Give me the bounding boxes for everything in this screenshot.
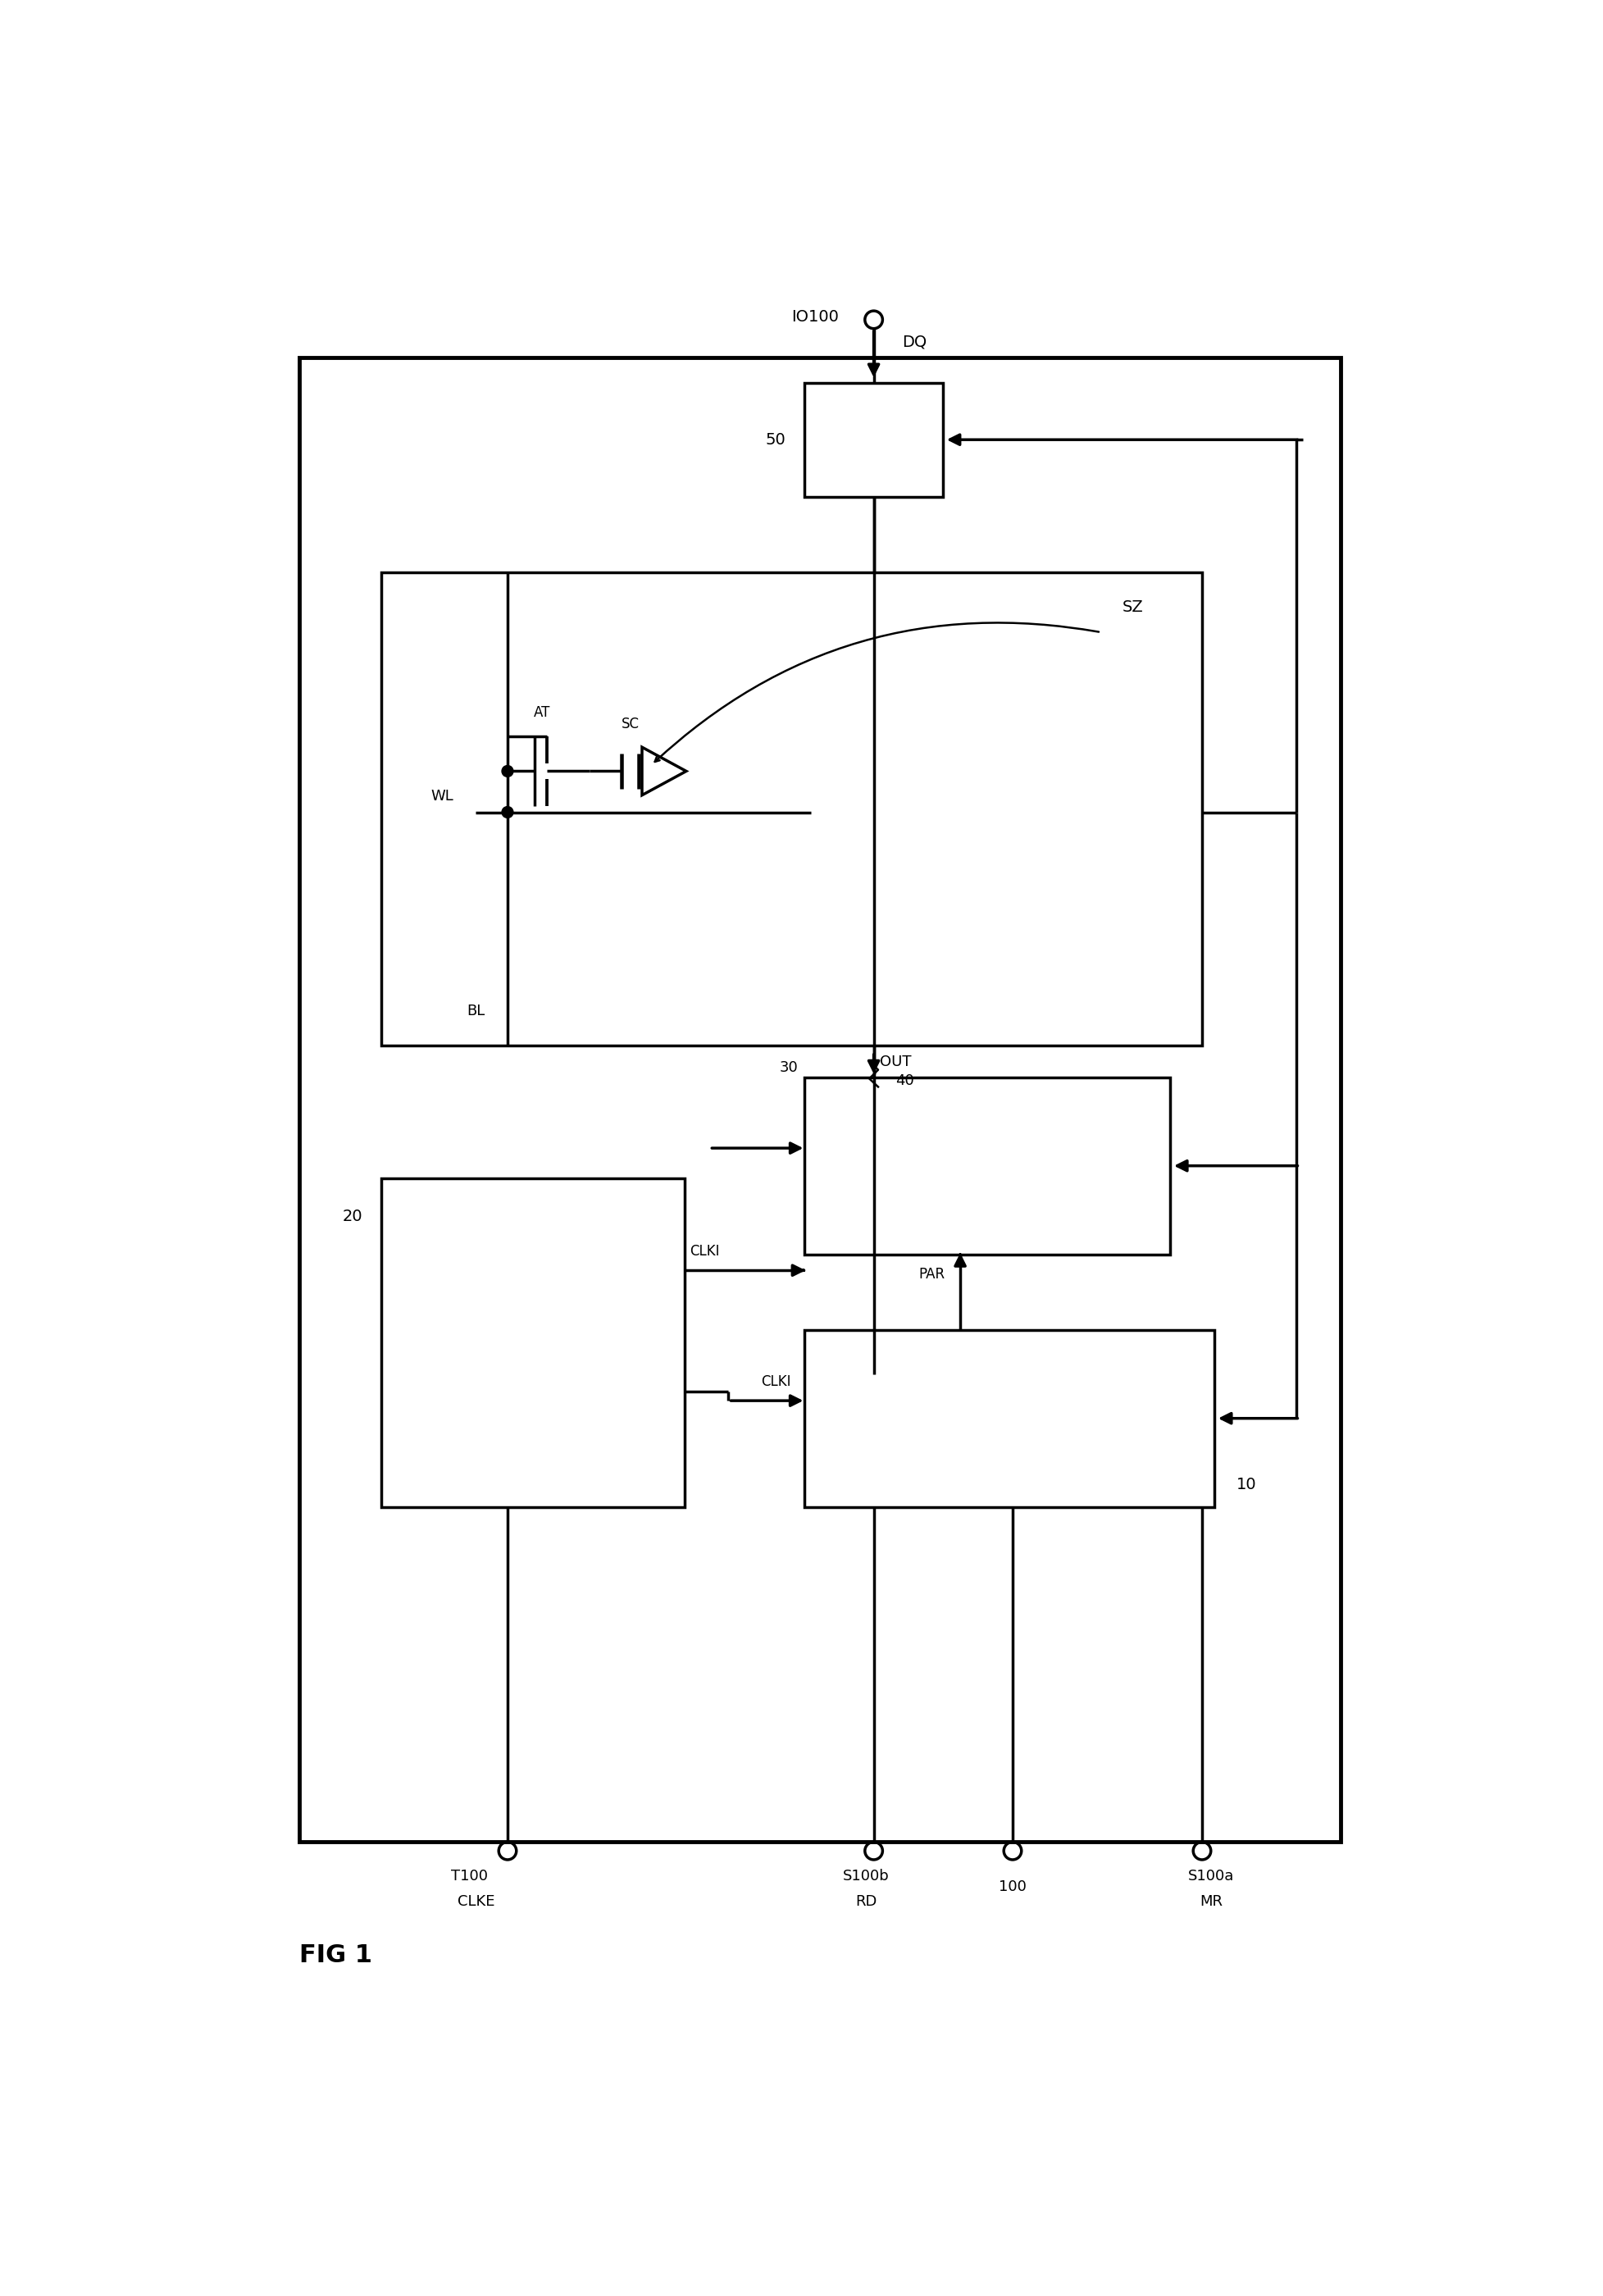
Text: S100b: S100b — [843, 1869, 890, 1883]
Text: S100a: S100a — [1188, 1869, 1234, 1883]
Text: OUT: OUT — [880, 1054, 911, 1070]
Bar — [803, 1077, 1170, 1254]
Text: RD: RD — [854, 1894, 877, 1908]
Text: 20: 20 — [343, 1208, 362, 1224]
Text: IO100: IO100 — [792, 308, 838, 324]
Text: FIG 1: FIG 1 — [300, 1942, 372, 1968]
Text: AT: AT — [534, 705, 550, 721]
Text: DQ: DQ — [901, 333, 927, 349]
Circle shape — [502, 806, 513, 817]
Circle shape — [502, 765, 513, 776]
Text: T100: T100 — [450, 1869, 487, 1883]
Text: BL: BL — [466, 1003, 484, 1019]
Bar — [803, 383, 943, 496]
Text: 100: 100 — [999, 1880, 1026, 1894]
Text: CLKI: CLKI — [689, 1244, 718, 1258]
Bar — [382, 1178, 684, 1506]
Text: SZ: SZ — [1122, 599, 1143, 615]
Text: CLKE: CLKE — [457, 1894, 494, 1908]
Text: SC: SC — [622, 716, 640, 730]
Bar — [803, 1329, 1213, 1506]
Text: CLKI: CLKI — [760, 1375, 790, 1389]
Bar — [382, 572, 1201, 1045]
Text: PAR: PAR — [919, 1267, 944, 1281]
Text: 10: 10 — [1236, 1476, 1255, 1492]
Text: 40: 40 — [896, 1072, 914, 1088]
Text: 30: 30 — [779, 1061, 798, 1075]
Text: 50: 50 — [765, 432, 785, 448]
Text: MR: MR — [1199, 1894, 1223, 1908]
Text: WL: WL — [431, 790, 454, 804]
Bar — [300, 358, 1340, 1841]
